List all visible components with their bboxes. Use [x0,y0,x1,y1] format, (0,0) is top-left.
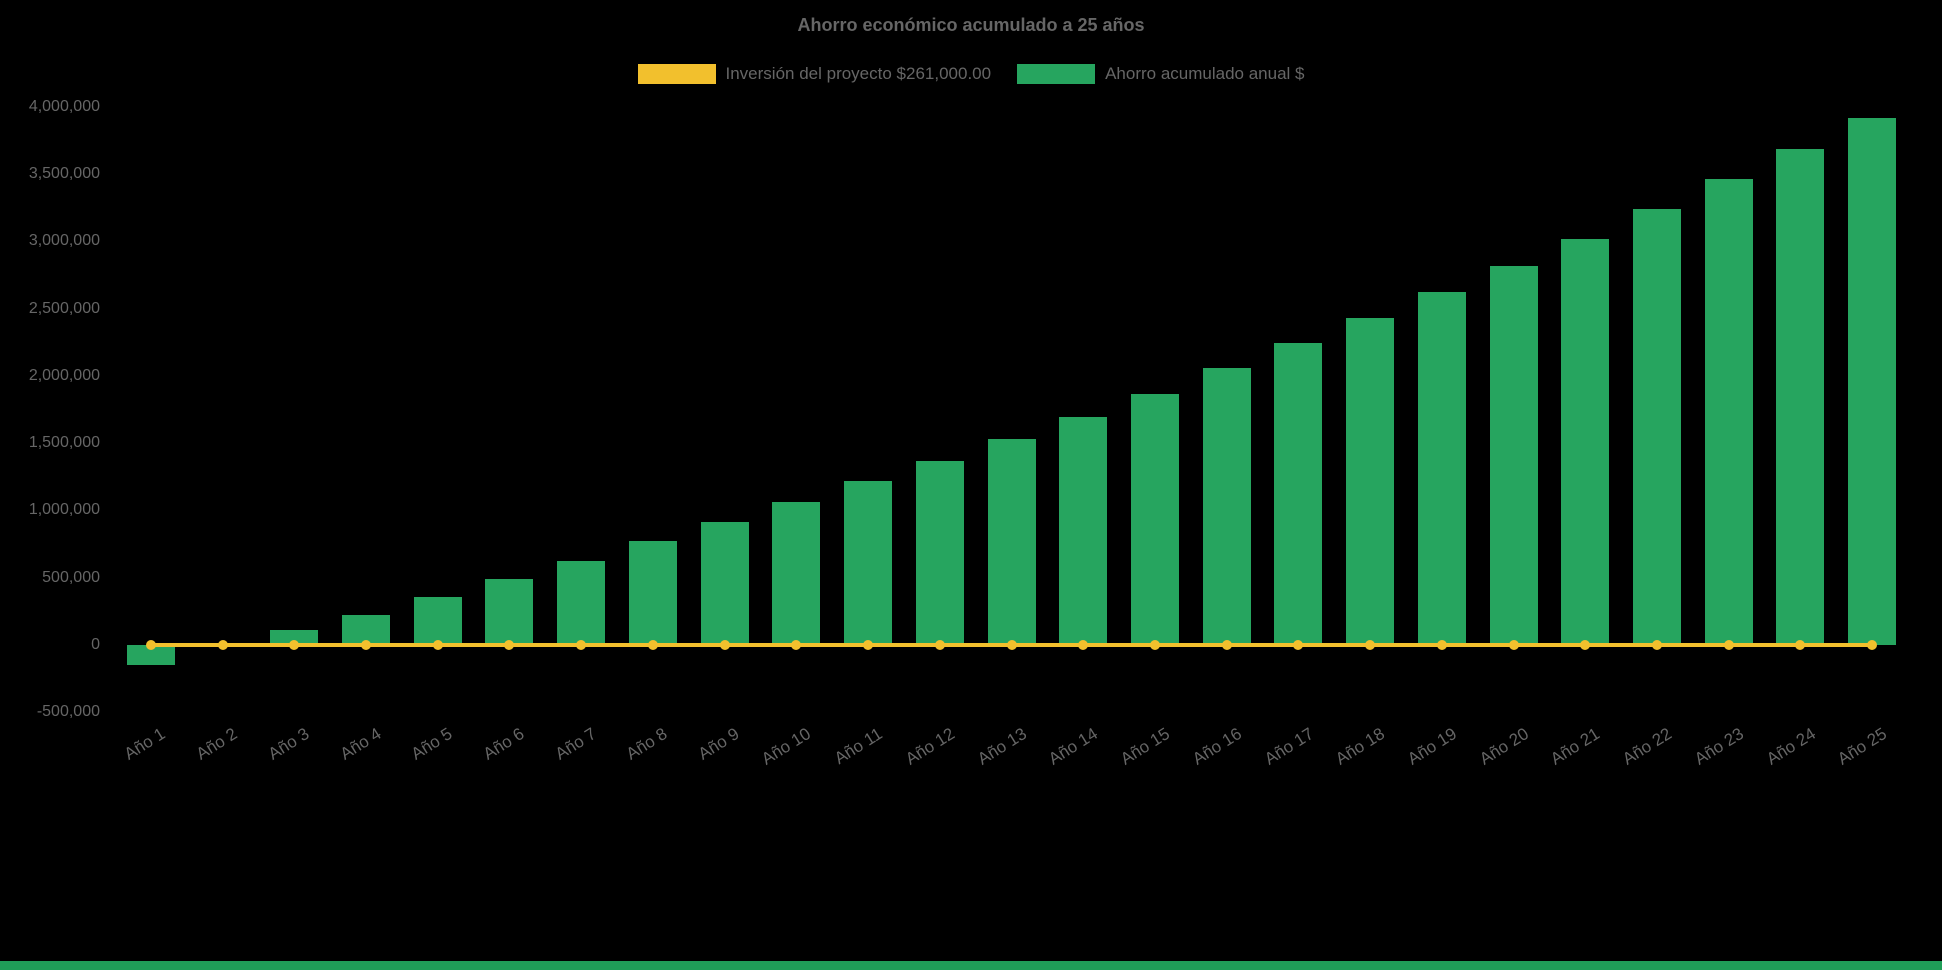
bar-año-5 [413,597,462,645]
bar-año-12 [915,460,964,645]
bar-año-17 [1274,342,1323,645]
investment-point [1078,639,1089,650]
y-axis-tick-label: 1,500,000 [28,434,100,452]
x-axis-tick-label: Año 2 [192,724,241,764]
bar-año-23 [1704,178,1753,645]
investment-point [432,639,443,650]
bar-año-15 [1130,394,1179,645]
x-axis-tick-label: Año 8 [623,724,671,764]
investment-point [934,639,945,650]
legend-swatch [1017,64,1096,84]
x-axis-tick-label: Año 5 [408,724,456,764]
y-axis-tick-label: 2,000,000 [28,366,100,384]
footer-strip [0,961,1942,970]
x-axis-tick-label: Año 1 [121,724,169,764]
bar-año-13 [987,439,1036,645]
investment-point [791,639,802,650]
bar-año-18 [1346,318,1395,645]
x-axis-tick-label: Año 20 [1475,724,1532,769]
investment-point [576,639,587,650]
investment-point [361,639,372,650]
bar-año-21 [1561,238,1610,645]
x-axis-tick-label: Año 19 [1404,724,1460,769]
y-axis-tick-label: 2,500,000 [28,299,100,317]
investment-point [145,639,156,650]
legend-label: Ahorro acumulado anual $ [1105,64,1305,83]
bar-año-14 [1059,416,1108,645]
x-axis-tick-label: Año 22 [1619,724,1676,769]
y-axis-tick-label: 3,000,000 [28,232,100,250]
investment-point [289,639,300,650]
legend-label: Inversión del proyecto $261,000.00 [725,64,992,83]
x-axis-tick-label: Año 21 [1547,724,1604,769]
y-axis-tick-label: 3,500,000 [28,165,100,183]
bar-año-8 [628,541,677,645]
investment-point [1365,639,1376,650]
x-axis-tick-label: Año 16 [1188,724,1245,769]
x-axis-tick-label: Año 11 [831,724,887,768]
bar-año-24 [1776,148,1825,645]
bar-año-6 [485,578,534,645]
investment-point [1006,639,1017,650]
x-axis-tick-label: Año 6 [479,724,528,764]
investment-point [1293,639,1304,650]
x-axis-tick-label: Año 15 [1117,724,1174,769]
investment-point [1436,639,1447,650]
y-axis-tick-label: -500,000 [36,703,100,720]
investment-point [863,639,874,650]
x-axis-tick-label: Año 7 [551,724,600,764]
x-axis-tick-label: Año 12 [902,724,958,769]
investment-point [1149,639,1160,650]
bar-año-10 [772,502,821,645]
y-axis-tick-label: 500,000 [42,568,100,586]
investment-point [1723,639,1734,650]
x-axis-tick-label: Año 14 [1045,724,1102,769]
x-axis-tick-label: Año 23 [1691,724,1747,769]
chart-title: Ahorro económico acumulado a 25 años [797,15,1145,35]
y-axis-tick-label: 1,000,000 [28,501,100,519]
bar-año-4 [342,614,391,645]
x-axis-tick-label: Año 24 [1762,724,1819,769]
x-axis-tick-label: Año 4 [336,724,385,764]
investment-point [1867,639,1878,650]
x-axis-tick-label: Año 18 [1332,724,1389,769]
y-axis-tick-label: 0 [91,635,100,653]
investment-point [647,639,658,650]
investment-point [1580,639,1591,650]
bar-año-19 [1417,291,1466,645]
bar-año-25 [1848,117,1897,645]
investment-point [504,639,515,650]
investment-point [1508,639,1519,650]
x-axis-tick-label: Año 13 [973,724,1030,769]
legend-swatch [637,64,716,84]
bar-año-9 [700,521,749,645]
legend-item-savings[interactable]: Ahorro acumulado anual $ [1017,64,1305,84]
investment-point [719,639,730,650]
investment-point [1651,639,1662,650]
bar-año-22 [1632,209,1681,645]
investment-point [217,639,228,650]
investment-point [1795,639,1806,650]
x-axis-tick-label: Año 9 [694,724,743,764]
x-axis-tick-label: Año 17 [1260,724,1317,769]
bar-año-16 [1202,368,1251,645]
bar-año-3 [270,629,319,645]
y-axis-tick-label: 4,000,000 [28,98,100,115]
bar-año-7 [557,560,606,645]
x-axis-tick-label: Año 25 [1834,724,1891,769]
bar-año-1 [126,644,175,665]
bar-año-20 [1489,265,1538,645]
legend-item-investment[interactable]: Inversión del proyecto $261,000.00 [637,64,992,84]
x-axis-tick-label: Año 10 [758,724,815,769]
investment-point [1221,639,1232,650]
bar-año-11 [844,481,893,645]
x-axis-tick-label: Año 3 [264,724,313,764]
legend: Inversión del proyecto $261,000.00 Ahorro… [0,64,1942,84]
